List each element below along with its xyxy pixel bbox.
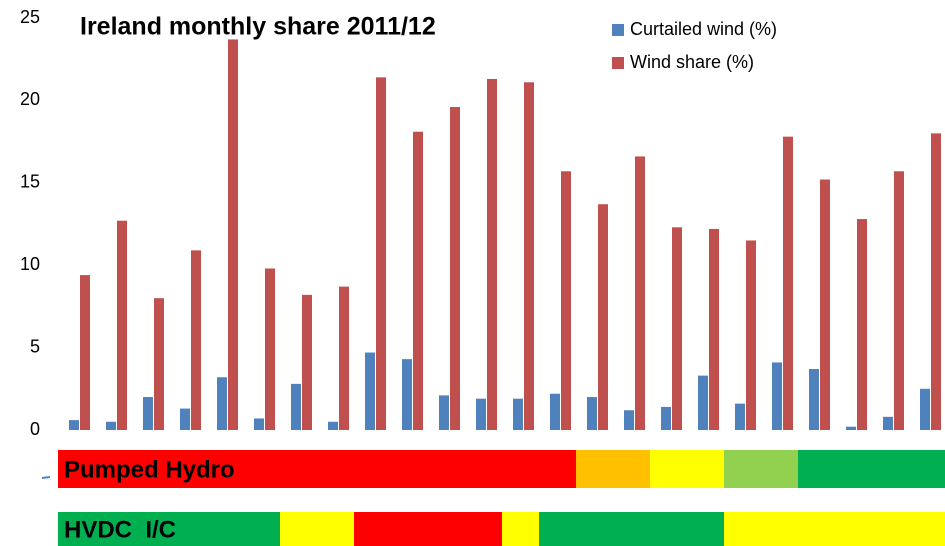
bar <box>80 275 90 430</box>
bar <box>376 77 386 430</box>
bar <box>339 286 349 430</box>
bar <box>476 398 486 430</box>
bar <box>846 426 856 430</box>
bar <box>746 240 756 430</box>
y-tick-label: 25 <box>20 7 40 27</box>
status-segment <box>576 450 650 488</box>
band-label: Pumped Hydro <box>64 456 235 483</box>
bar <box>513 398 523 430</box>
bar <box>735 403 745 430</box>
bar <box>820 179 830 430</box>
bar <box>143 397 153 430</box>
bar <box>402 359 412 430</box>
y-tick-label: 10 <box>20 254 40 274</box>
bar <box>783 136 793 430</box>
status-segment <box>58 450 576 488</box>
bar <box>302 294 312 430</box>
bar <box>217 377 227 430</box>
bar <box>698 375 708 430</box>
bar <box>413 131 423 430</box>
bar <box>661 406 671 430</box>
status-segment <box>502 512 539 546</box>
y-tick-label: 20 <box>20 89 40 109</box>
status-segment <box>724 512 945 546</box>
legend-swatch <box>612 24 624 36</box>
bar <box>894 171 904 430</box>
status-segment <box>650 450 724 488</box>
bar <box>180 408 190 430</box>
bar <box>69 420 79 430</box>
bar <box>857 219 867 430</box>
y-tick-label: 15 <box>20 172 40 192</box>
bar <box>117 220 127 430</box>
bar <box>672 227 682 430</box>
bar <box>191 250 201 430</box>
y-tick-label: 5 <box>30 336 40 356</box>
bar <box>587 397 597 430</box>
bar <box>154 298 164 430</box>
status-segment <box>354 512 502 546</box>
bar <box>772 362 782 430</box>
status-segment <box>280 512 354 546</box>
bar <box>291 383 301 430</box>
bar <box>254 418 264 430</box>
y-tick-label: 0 <box>30 419 40 439</box>
status-segment <box>724 450 798 488</box>
legend-swatch <box>612 57 624 69</box>
bar <box>561 171 571 430</box>
bar <box>598 204 608 430</box>
bar <box>931 133 941 431</box>
bar <box>365 352 375 430</box>
status-segment <box>798 450 945 488</box>
bar <box>265 268 275 430</box>
bar <box>450 106 460 430</box>
chart-title: Ireland monthly share 2011/12 <box>80 13 436 41</box>
status-segment <box>58 512 280 546</box>
bar <box>809 369 819 430</box>
legend-label: Wind share (%) <box>630 52 754 72</box>
bar <box>106 421 116 430</box>
bar <box>439 395 449 430</box>
bar <box>883 416 893 430</box>
bar <box>550 393 560 430</box>
bar <box>328 421 338 430</box>
stray-mark <box>41 476 51 479</box>
bar <box>709 228 719 430</box>
bar <box>920 388 930 430</box>
bar <box>487 78 497 430</box>
bar <box>624 410 634 430</box>
band-label: HVDC I/C <box>64 516 176 543</box>
legend-label: Curtailed wind (%) <box>630 19 777 39</box>
bar <box>635 156 645 430</box>
bar <box>524 82 534 430</box>
status-segment <box>539 512 724 546</box>
bar <box>228 39 238 430</box>
